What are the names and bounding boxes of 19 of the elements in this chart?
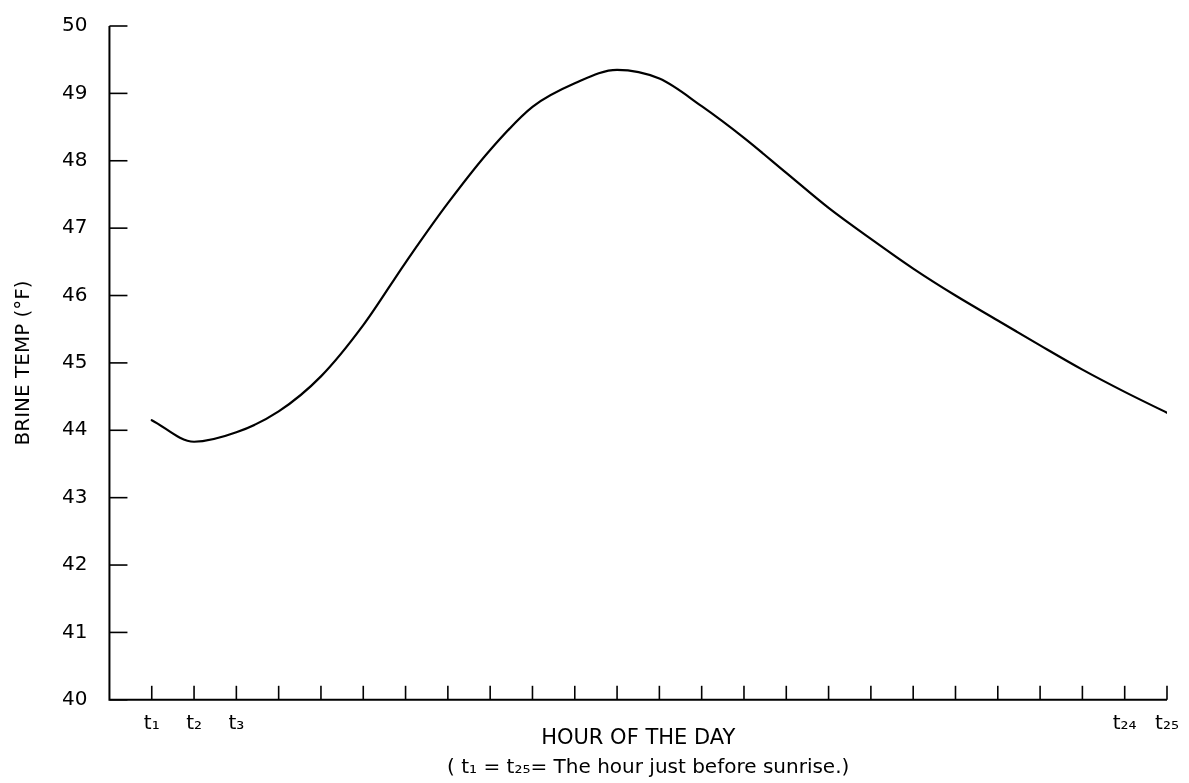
y-tick-label: 46	[62, 281, 88, 306]
y-tick-label: 42	[62, 551, 88, 576]
y-tick-label: 45	[62, 349, 88, 374]
y-tick-label: 40	[62, 686, 88, 710]
x-tick-label: t₂	[186, 710, 202, 734]
y-tick-label: 50	[62, 12, 88, 37]
y-tick-label: 48	[62, 146, 88, 171]
y-tick-label: 47	[62, 214, 88, 239]
y-tick-label: 43	[62, 483, 88, 508]
x-tick-label: t₂₅	[1155, 710, 1179, 734]
y-axis-title: BRINE TEMP (°F)	[10, 280, 35, 446]
y-tick-label: 44	[62, 416, 88, 441]
y-tick-label: 49	[62, 79, 88, 104]
y-tick-label: 41	[62, 618, 88, 643]
x-axis-title: HOUR OF THE DAY	[541, 724, 736, 749]
text: ( t₁ = t₂₅= The hour just before sunrise.)	[447, 754, 850, 778]
x-tick-label: t₂₄	[1112, 710, 1137, 734]
x-tick-label: t₃	[228, 710, 245, 734]
x-tick-label: t₁	[143, 710, 160, 734]
